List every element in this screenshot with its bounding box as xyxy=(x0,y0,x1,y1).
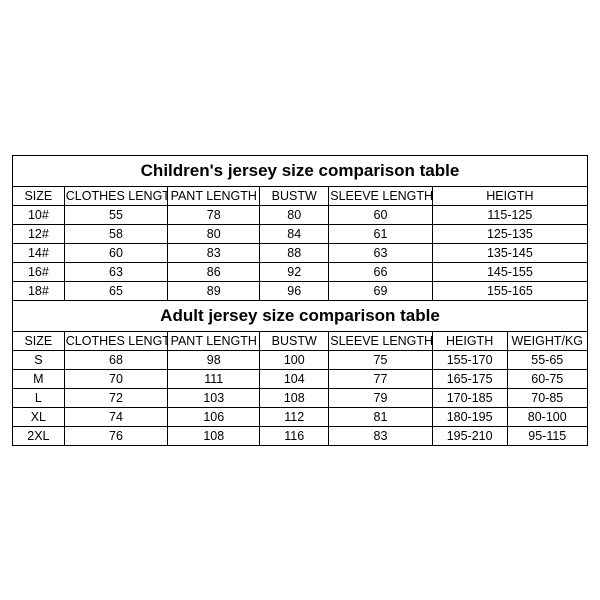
cell: 92 xyxy=(260,262,329,281)
cell: 88 xyxy=(260,243,329,262)
cell: 16# xyxy=(13,262,65,281)
cell: 58 xyxy=(64,224,168,243)
col-sleeve-length: SLEEVE LENGTH xyxy=(329,331,433,350)
cell: 69 xyxy=(329,281,433,300)
cell: 60 xyxy=(329,205,433,224)
cell: 75 xyxy=(329,350,433,369)
col-weight: WEIGHT/KG xyxy=(507,331,588,350)
cell: 165-175 xyxy=(432,369,507,388)
cell: 116 xyxy=(260,426,329,445)
cell: 65 xyxy=(64,281,168,300)
cell: 10# xyxy=(13,205,65,224)
cell: 80-100 xyxy=(507,407,588,426)
cell: 79 xyxy=(329,388,433,407)
cell: 135-145 xyxy=(432,243,587,262)
size-comparison-table: Children's jersey size comparison table … xyxy=(12,155,588,446)
table-row: 2XL7610811683195-21095-115 xyxy=(13,426,588,445)
table-row: 12#58808461125-135 xyxy=(13,224,588,243)
col-bustw: BUSTW xyxy=(260,331,329,350)
table-row: 14#60838863135-145 xyxy=(13,243,588,262)
cell: 78 xyxy=(168,205,260,224)
cell: 103 xyxy=(168,388,260,407)
table-row: XL7410611281180-19580-100 xyxy=(13,407,588,426)
children-title-row: Children's jersey size comparison table xyxy=(13,155,588,186)
cell: 74 xyxy=(64,407,168,426)
cell: 155-170 xyxy=(432,350,507,369)
cell: M xyxy=(13,369,65,388)
cell: S xyxy=(13,350,65,369)
cell: L xyxy=(13,388,65,407)
cell: XL xyxy=(13,407,65,426)
adult-title-row: Adult jersey size comparison table xyxy=(13,300,588,331)
cell: 2XL xyxy=(13,426,65,445)
cell: 95-115 xyxy=(507,426,588,445)
cell: 83 xyxy=(168,243,260,262)
cell: 145-155 xyxy=(432,262,587,281)
cell: 111 xyxy=(168,369,260,388)
cell: 14# xyxy=(13,243,65,262)
cell: 112 xyxy=(260,407,329,426)
cell: 84 xyxy=(260,224,329,243)
cell: 155-165 xyxy=(432,281,587,300)
col-pant-length: PANT LENGTH xyxy=(168,186,260,205)
cell: 81 xyxy=(329,407,433,426)
cell: 125-135 xyxy=(432,224,587,243)
table-row: 18#65899669155-165 xyxy=(13,281,588,300)
table-row: S689810075155-17055-65 xyxy=(13,350,588,369)
children-header-row: SIZE CLOTHES LENGTH PANT LENGTH BUSTW SL… xyxy=(13,186,588,205)
cell: 18# xyxy=(13,281,65,300)
table-row: 16#63869266145-155 xyxy=(13,262,588,281)
cell: 70-85 xyxy=(507,388,588,407)
col-height: HEIGTH xyxy=(432,186,587,205)
cell: 104 xyxy=(260,369,329,388)
cell: 170-185 xyxy=(432,388,507,407)
children-title: Children's jersey size comparison table xyxy=(13,155,588,186)
size-tables: Children's jersey size comparison table … xyxy=(12,155,588,446)
cell: 180-195 xyxy=(432,407,507,426)
cell: 63 xyxy=(329,243,433,262)
cell: 61 xyxy=(329,224,433,243)
col-sleeve-length: SLEEVE LENGTH xyxy=(329,186,433,205)
cell: 55-65 xyxy=(507,350,588,369)
adult-header-row: SIZE CLOTHES LENGTH PANT LENGTH BUSTW SL… xyxy=(13,331,588,350)
col-size: SIZE xyxy=(13,186,65,205)
cell: 108 xyxy=(260,388,329,407)
cell: 86 xyxy=(168,262,260,281)
cell: 76 xyxy=(64,426,168,445)
col-bustw: BUSTW xyxy=(260,186,329,205)
col-clothes-length: CLOTHES LENGTH xyxy=(64,186,168,205)
table-row: M7011110477165-17560-75 xyxy=(13,369,588,388)
table-row: L7210310879170-18570-85 xyxy=(13,388,588,407)
cell: 108 xyxy=(168,426,260,445)
cell: 83 xyxy=(329,426,433,445)
cell: 106 xyxy=(168,407,260,426)
cell: 77 xyxy=(329,369,433,388)
cell: 72 xyxy=(64,388,168,407)
cell: 68 xyxy=(64,350,168,369)
cell: 80 xyxy=(168,224,260,243)
cell: 70 xyxy=(64,369,168,388)
adult-title: Adult jersey size comparison table xyxy=(13,300,588,331)
cell: 89 xyxy=(168,281,260,300)
cell: 63 xyxy=(64,262,168,281)
cell: 60 xyxy=(64,243,168,262)
col-size: SIZE xyxy=(13,331,65,350)
col-height: HEIGTH xyxy=(432,331,507,350)
cell: 96 xyxy=(260,281,329,300)
cell: 98 xyxy=(168,350,260,369)
cell: 195-210 xyxy=(432,426,507,445)
cell: 80 xyxy=(260,205,329,224)
cell: 66 xyxy=(329,262,433,281)
cell: 12# xyxy=(13,224,65,243)
table-row: 10#55788060115-125 xyxy=(13,205,588,224)
cell: 115-125 xyxy=(432,205,587,224)
col-pant-length: PANT LENGTH xyxy=(168,331,260,350)
cell: 60-75 xyxy=(507,369,588,388)
cell: 55 xyxy=(64,205,168,224)
cell: 100 xyxy=(260,350,329,369)
col-clothes-length: CLOTHES LENGTH xyxy=(64,331,168,350)
